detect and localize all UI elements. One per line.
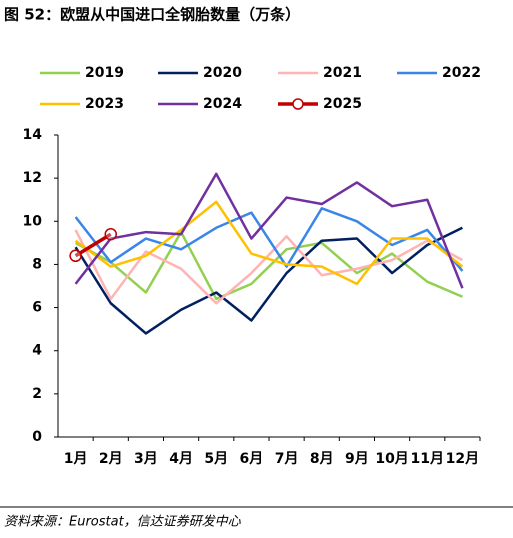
chart-title: 图 52：欧盟从中国进口全钢胎数量（万条） [4, 6, 300, 24]
x-tick-label: 6月 [240, 451, 264, 467]
x-tick-label: 9月 [345, 451, 369, 467]
y-tick-label: 6 [32, 300, 42, 316]
legend-label: 2019 [85, 65, 124, 81]
x-tick-label: 3月 [134, 451, 158, 467]
series-line [74, 200, 464, 286]
legend-label: 2020 [203, 65, 242, 81]
legend-label: 2023 [85, 96, 124, 112]
series-line [74, 226, 463, 335]
y-tick-label: 8 [32, 256, 42, 272]
series-line [74, 230, 463, 301]
x-tick-label: 7月 [275, 451, 299, 467]
series-line [74, 172, 464, 289]
legend-label: 2022 [442, 65, 481, 81]
series-line [74, 229, 464, 305]
series-marker [69, 249, 82, 263]
y-tick-label: 4 [32, 343, 42, 359]
x-tick-label: 5月 [204, 451, 228, 467]
series-marker [104, 227, 117, 241]
x-tick-label: 12月 [446, 451, 479, 467]
y-tick-label: 14 [23, 127, 43, 143]
y-tick-label: 10 [23, 213, 43, 229]
series-line [74, 232, 112, 258]
x-tick-label: 1月 [64, 451, 88, 467]
y-tick-label: 12 [23, 170, 42, 186]
source: 资料来源：Eurostat，信达证券研发中心 [4, 515, 242, 530]
y-tick-label: 0 [32, 429, 42, 445]
y-tick-label: 2 [32, 386, 42, 402]
x-tick-label: 8月 [310, 451, 334, 467]
x-tick-label: 11月 [411, 451, 444, 467]
x-tick-label: 4月 [169, 451, 193, 467]
series-line [74, 207, 464, 272]
legend-label: 2024 [203, 96, 242, 112]
legend-marker [292, 98, 304, 110]
x-tick-label: 10月 [375, 451, 408, 467]
legend-label: 2025 [323, 96, 362, 112]
x-tick-label: 2月 [99, 451, 123, 467]
legend-label: 2021 [323, 65, 362, 81]
